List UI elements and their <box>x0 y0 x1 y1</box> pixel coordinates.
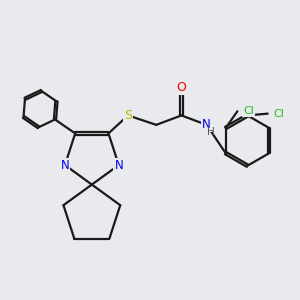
Text: Cl: Cl <box>243 106 254 116</box>
Text: N: N <box>61 158 69 172</box>
Text: S: S <box>124 109 132 122</box>
Text: O: O <box>176 81 186 94</box>
Text: H: H <box>207 127 215 137</box>
Text: N: N <box>114 158 123 172</box>
Text: Cl: Cl <box>274 109 284 118</box>
Text: N: N <box>202 118 211 131</box>
